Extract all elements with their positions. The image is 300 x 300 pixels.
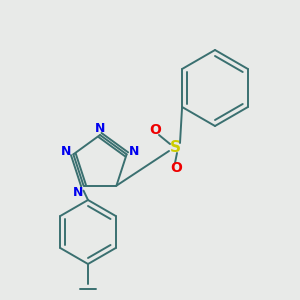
- Text: N: N: [74, 186, 84, 199]
- Text: O: O: [149, 123, 161, 137]
- Text: O: O: [170, 161, 182, 175]
- Text: S: S: [169, 140, 181, 155]
- Text: N: N: [61, 145, 72, 158]
- Text: N: N: [128, 145, 139, 158]
- Text: N: N: [95, 122, 105, 134]
